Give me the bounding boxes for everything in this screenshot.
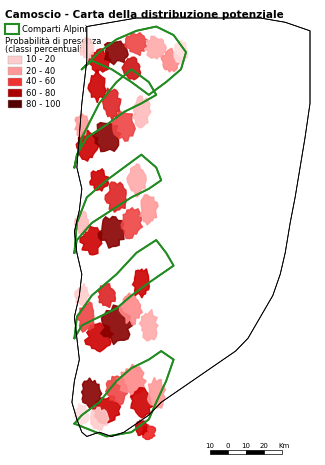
Polygon shape: [80, 226, 102, 255]
Polygon shape: [130, 388, 153, 418]
Polygon shape: [93, 123, 121, 152]
Polygon shape: [75, 283, 89, 306]
Polygon shape: [82, 378, 102, 408]
Bar: [8, 100, 22, 108]
Polygon shape: [103, 88, 121, 120]
Text: Comparti Alpini: Comparti Alpini: [22, 25, 87, 33]
Polygon shape: [75, 114, 89, 137]
Polygon shape: [162, 48, 181, 72]
Polygon shape: [72, 18, 310, 437]
Polygon shape: [85, 323, 113, 352]
Polygon shape: [90, 169, 109, 191]
Text: (classi percentuali): (classi percentuali): [5, 45, 85, 54]
Polygon shape: [75, 212, 89, 234]
Bar: [8, 78, 22, 86]
Text: 20 - 40: 20 - 40: [26, 66, 55, 75]
Text: 10: 10: [241, 443, 251, 449]
Bar: [5, 24, 19, 34]
Polygon shape: [125, 33, 148, 55]
Polygon shape: [144, 36, 166, 59]
Bar: [8, 56, 22, 64]
Polygon shape: [105, 182, 126, 213]
Bar: [8, 89, 22, 97]
Polygon shape: [127, 164, 146, 197]
Polygon shape: [88, 49, 111, 73]
Bar: [246, 450, 264, 454]
Bar: [210, 450, 228, 454]
Polygon shape: [105, 41, 128, 65]
Polygon shape: [148, 378, 165, 408]
Polygon shape: [136, 420, 147, 435]
Polygon shape: [106, 376, 127, 405]
Polygon shape: [174, 40, 188, 63]
Polygon shape: [117, 364, 146, 398]
Text: 40 - 60: 40 - 60: [26, 78, 55, 86]
Text: 20: 20: [260, 443, 268, 449]
Text: Probabilità di presenza: Probabilità di presenza: [5, 37, 101, 46]
Polygon shape: [77, 302, 94, 332]
Polygon shape: [133, 269, 150, 298]
Text: Camoscio - Carta della distribuzione potenziale: Camoscio - Carta della distribuzione pot…: [5, 10, 284, 20]
Polygon shape: [75, 404, 89, 425]
Polygon shape: [93, 396, 121, 424]
Polygon shape: [91, 407, 109, 430]
Bar: [8, 67, 22, 75]
Polygon shape: [142, 424, 156, 439]
Bar: [264, 450, 282, 454]
Polygon shape: [121, 208, 142, 239]
Text: 10 - 20: 10 - 20: [26, 55, 55, 65]
Text: 10: 10: [205, 443, 214, 449]
Text: 0: 0: [226, 443, 230, 449]
Polygon shape: [88, 70, 106, 103]
Polygon shape: [133, 96, 151, 128]
Polygon shape: [139, 310, 158, 341]
Polygon shape: [98, 217, 125, 248]
Bar: [228, 450, 246, 454]
Polygon shape: [119, 293, 142, 325]
Polygon shape: [112, 110, 135, 141]
Polygon shape: [140, 195, 158, 225]
Polygon shape: [101, 305, 133, 345]
Text: 60 - 80: 60 - 80: [26, 88, 56, 98]
Text: Km: Km: [279, 443, 290, 449]
Polygon shape: [80, 38, 94, 58]
Polygon shape: [122, 57, 141, 80]
Text: 80 - 100: 80 - 100: [26, 100, 61, 108]
Polygon shape: [98, 284, 115, 307]
Polygon shape: [76, 130, 98, 161]
